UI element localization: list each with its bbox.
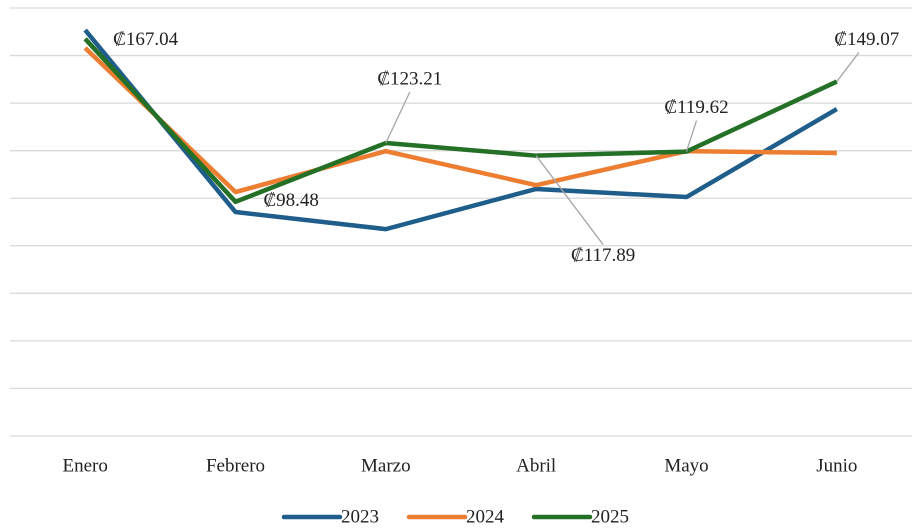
- leader-line: [685, 120, 698, 152]
- data-label: ₡149.07: [834, 29, 899, 50]
- leader-line: [385, 91, 411, 144]
- data-label: ₡167.04: [113, 29, 178, 50]
- legend-label: 2024: [466, 506, 505, 527]
- x-tick-label: Marzo: [361, 455, 411, 476]
- series-line: [83, 37, 838, 205]
- data-label: ₡98.48: [264, 190, 319, 211]
- data-label: ₡119.62: [664, 97, 728, 118]
- series-line: [83, 46, 837, 195]
- legend-label: 2023: [341, 506, 379, 527]
- data-label: ₡117.89: [571, 245, 635, 266]
- x-tick-label: Mayo: [664, 455, 708, 476]
- data-label: ₡123.21: [377, 68, 442, 89]
- x-tick-label: Junio: [816, 455, 857, 476]
- legend-label: 2025: [591, 506, 629, 527]
- x-tick-label: Enero: [62, 455, 107, 476]
- leader-line: [836, 52, 860, 82]
- leader-line: [535, 155, 604, 246]
- x-tick-label: Abril: [516, 455, 556, 476]
- series-line: [83, 28, 838, 232]
- x-tick-label: Febrero: [206, 455, 265, 476]
